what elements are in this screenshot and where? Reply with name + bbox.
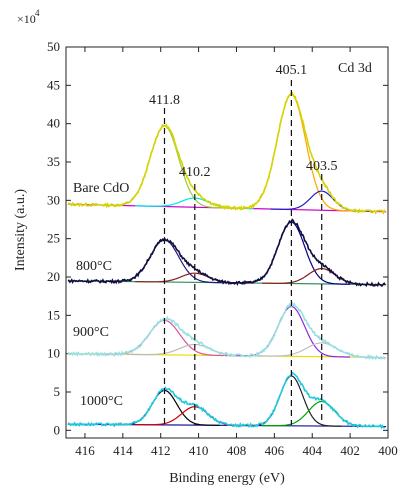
component-curves	[96, 93, 386, 427]
chart-annotation-cd3d: Cd 3d	[338, 61, 372, 76]
component-2-3	[253, 342, 386, 359]
y-tick-label: 5	[54, 384, 61, 399]
y-tick-label: 20	[47, 269, 60, 284]
y-axis: 0 5 10 15 20 25 30 35 40 45 50	[47, 39, 388, 437]
y-multiplier: ×10	[17, 12, 36, 26]
peak-label-3: 403.5	[306, 159, 338, 174]
y-tick-label: 50	[47, 39, 60, 54]
y-tick-label: 40	[47, 116, 60, 131]
envelope-2	[67, 301, 386, 361]
x-tick-label: 416	[75, 443, 95, 458]
y-multiplier-exponent: 4	[35, 8, 40, 18]
spectrum-label-3: 1000°C	[80, 394, 123, 409]
spectrum-label-1: 800°C	[76, 259, 112, 274]
x-tick-label: 402	[340, 443, 360, 458]
envelope-0	[67, 91, 386, 215]
peak-lines	[163, 80, 323, 425]
y-tick-label: 30	[47, 192, 60, 207]
spectrum-label-2: 900°C	[73, 325, 109, 340]
x-tick-label: 412	[151, 443, 171, 458]
peak-label-0: 411.8	[149, 93, 180, 108]
envelope-3	[67, 371, 386, 430]
plot-frame	[65, 46, 389, 439]
y-tick-label: 0	[54, 422, 61, 437]
x-tick-label: 404	[302, 443, 322, 458]
x-tick-label: 408	[227, 443, 247, 458]
x-axis: 416 414 412 410 408 406 404 402 400	[75, 47, 398, 458]
x-tick-label: 400	[378, 443, 398, 458]
y-tick-label: 25	[47, 231, 60, 246]
y-tick-label: 35	[47, 154, 60, 169]
peak-label-2: 405.1	[276, 63, 308, 78]
y-tick-label: 45	[47, 77, 60, 92]
x-tick-label: 406	[265, 443, 285, 458]
peak-label-1: 410.2	[179, 165, 211, 180]
y-axis-label: Intensity (a.u.)	[13, 189, 28, 271]
annotations: 411.8 410.2 405.1 403.5 Bare CdO 800°C 900°C 10…	[73, 63, 337, 409]
y-tick-label: 10	[47, 346, 60, 361]
spectrum-label-0: Bare CdO	[73, 181, 129, 196]
x-tick-label: 414	[113, 443, 133, 458]
x-axis-label: Binding energy (eV)	[169, 471, 285, 486]
x-tick-label: 410	[189, 443, 209, 458]
y-tick-label: 15	[47, 307, 60, 322]
envelope-curves	[67, 91, 386, 430]
envelope-1	[67, 218, 386, 288]
